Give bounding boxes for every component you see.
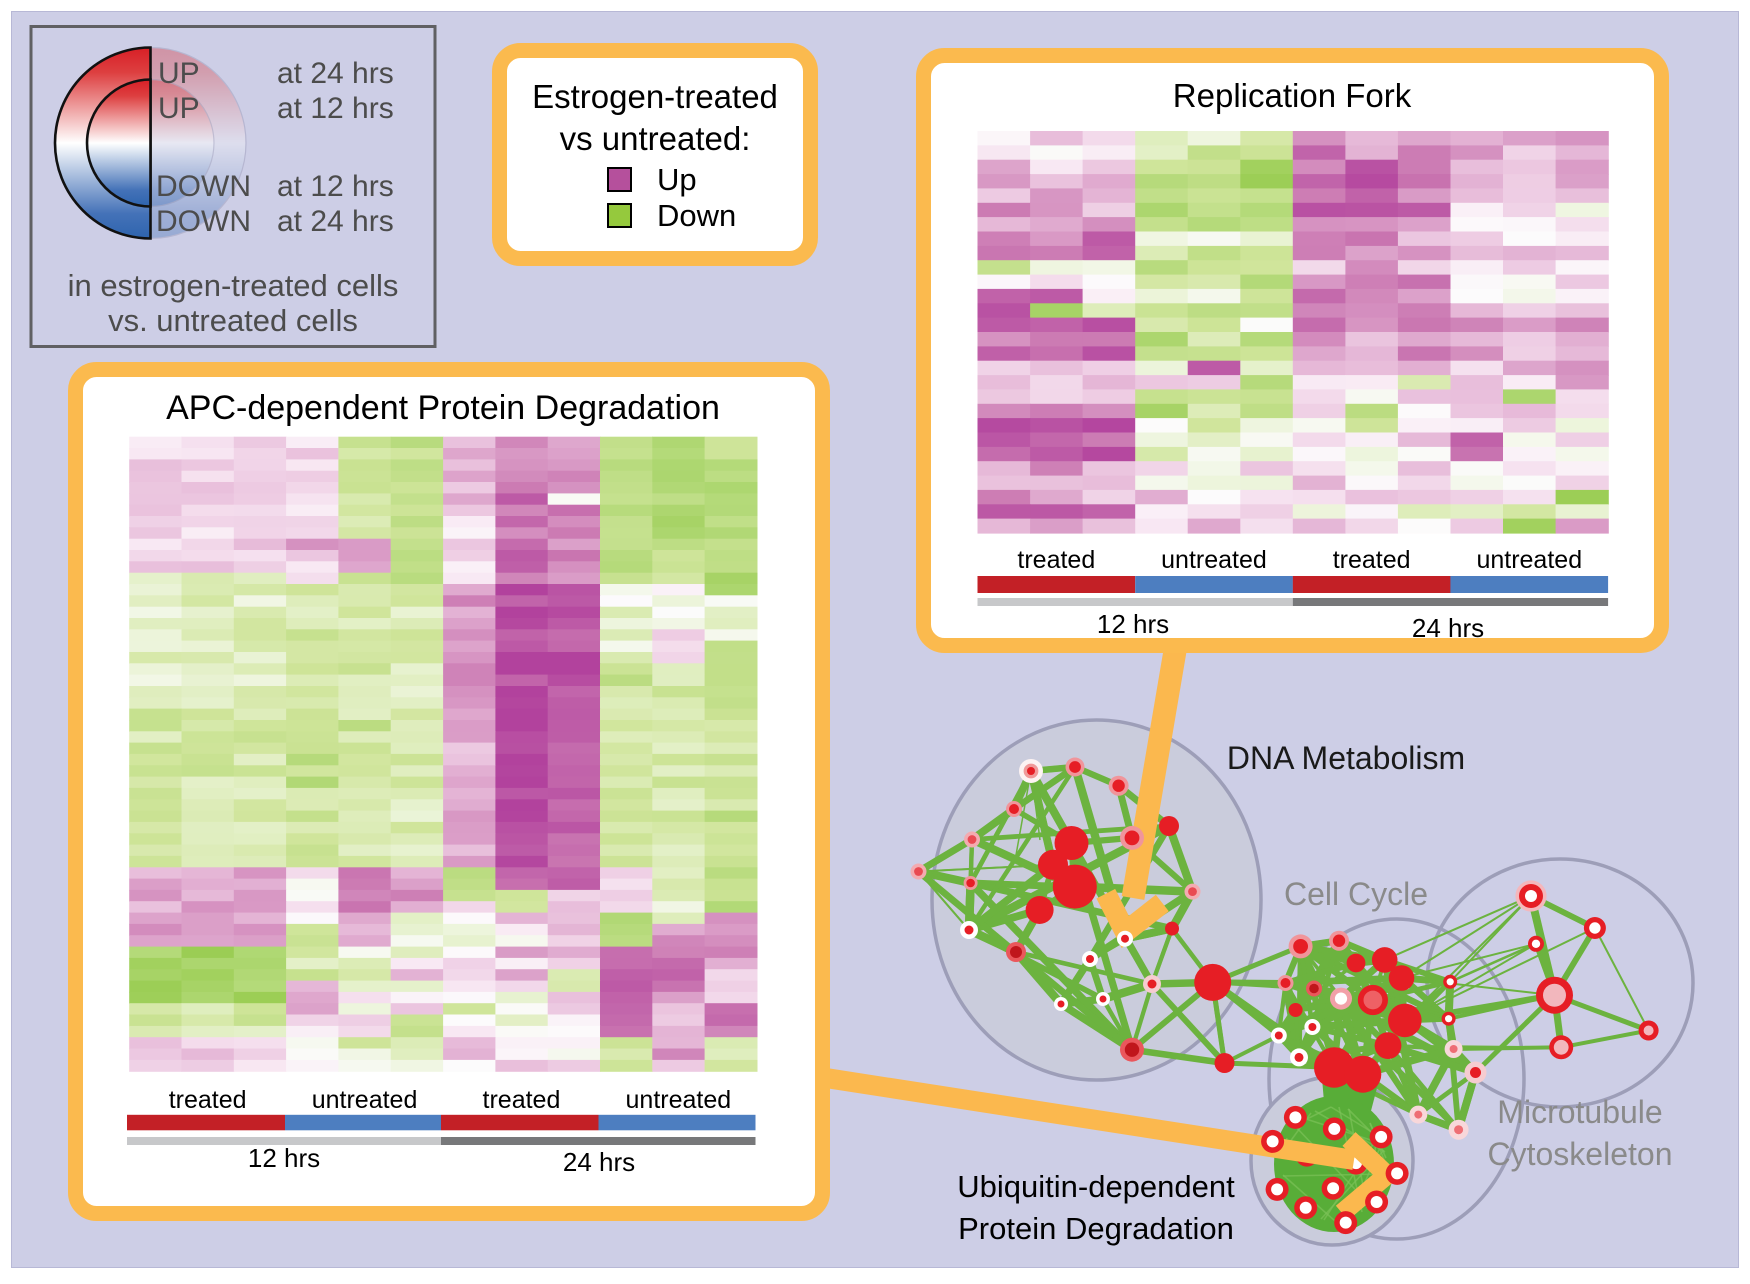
svg-text:untreated: untreated xyxy=(312,1086,418,1114)
svg-text:at 24 hrs: at 24 hrs xyxy=(277,57,394,90)
svg-text:Ubiquitin-dependent: Ubiquitin-dependent xyxy=(957,1169,1235,1204)
svg-text:UP: UP xyxy=(158,57,200,90)
svg-text:in estrogen-treated cells: in estrogen-treated cells xyxy=(68,268,399,303)
svg-text:vs. untreated cells: vs. untreated cells xyxy=(108,303,358,338)
svg-text:at 12 hrs: at 12 hrs xyxy=(277,170,394,203)
svg-text:12 hrs: 12 hrs xyxy=(1097,609,1169,639)
svg-text:Down: Down xyxy=(657,198,736,233)
svg-text:24 hrs: 24 hrs xyxy=(563,1147,635,1177)
svg-text:treated: treated xyxy=(483,1086,561,1114)
svg-text:DOWN: DOWN xyxy=(156,170,251,203)
svg-text:untreated: untreated xyxy=(626,1086,732,1114)
svg-text:untreated: untreated xyxy=(1161,546,1267,574)
svg-text:Microtubule: Microtubule xyxy=(1497,1094,1662,1130)
svg-text:treated: treated xyxy=(1333,546,1411,574)
svg-text:vs untreated:: vs untreated: xyxy=(560,120,751,157)
svg-text:untreated: untreated xyxy=(1476,546,1582,574)
svg-text:at 12 hrs: at 12 hrs xyxy=(277,92,394,125)
svg-text:Cell Cycle: Cell Cycle xyxy=(1284,876,1428,912)
svg-text:Protein Degradation: Protein Degradation xyxy=(958,1211,1234,1246)
svg-text:UP: UP xyxy=(158,92,200,125)
svg-text:APC-dependent Protein Degradat: APC-dependent Protein Degradation xyxy=(166,389,720,427)
svg-text:Up: Up xyxy=(657,162,697,197)
svg-text:treated: treated xyxy=(169,1086,247,1114)
svg-text:Estrogen-treated: Estrogen-treated xyxy=(532,78,778,115)
svg-text:treated: treated xyxy=(1017,546,1095,574)
svg-text:Replication Fork: Replication Fork xyxy=(1173,77,1412,114)
svg-text:Cytoskeleton: Cytoskeleton xyxy=(1488,1136,1673,1172)
svg-text:24 hrs: 24 hrs xyxy=(1412,613,1484,643)
svg-text:DOWN: DOWN xyxy=(156,205,251,238)
svg-text:at 24 hrs: at 24 hrs xyxy=(277,205,394,238)
svg-text:DNA Metabolism: DNA Metabolism xyxy=(1227,740,1465,776)
svg-text:12 hrs: 12 hrs xyxy=(248,1143,320,1173)
